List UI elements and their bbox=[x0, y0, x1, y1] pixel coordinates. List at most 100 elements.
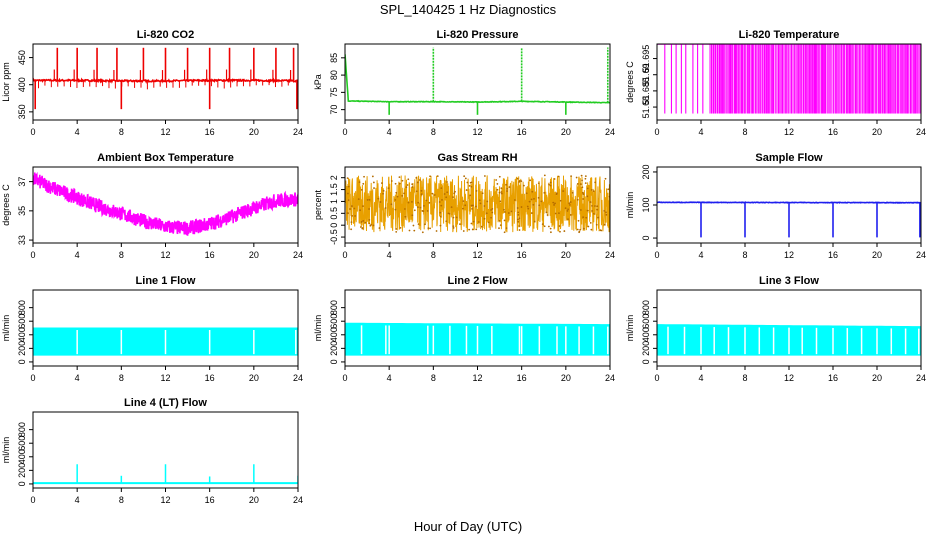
data-point bbox=[581, 179, 583, 182]
y-tick-label: 200 bbox=[17, 463, 27, 478]
y-tick-label: 800 bbox=[641, 300, 651, 315]
x-tick-label: 20 bbox=[561, 127, 571, 137]
data-point bbox=[596, 205, 599, 208]
data-point bbox=[354, 215, 356, 217]
data-point bbox=[537, 196, 540, 199]
data-point bbox=[362, 205, 364, 208]
data-point bbox=[359, 209, 361, 212]
data-point bbox=[353, 207, 356, 210]
data-point bbox=[439, 224, 442, 227]
data-point bbox=[351, 214, 354, 217]
data-point bbox=[486, 200, 489, 203]
data-point bbox=[543, 225, 546, 228]
x-tick-label: 16 bbox=[517, 373, 527, 383]
data-point bbox=[483, 175, 486, 177]
y-axis-label: ml/min bbox=[625, 192, 635, 219]
data-point bbox=[483, 217, 486, 220]
data-point bbox=[579, 228, 582, 231]
y-axis-label: ml/min bbox=[313, 315, 323, 342]
data-point bbox=[594, 205, 596, 207]
data-point bbox=[505, 227, 508, 230]
data-point bbox=[516, 177, 519, 180]
data-point bbox=[459, 223, 461, 226]
data-point bbox=[586, 195, 589, 198]
data-point bbox=[517, 213, 520, 216]
data-point bbox=[545, 211, 548, 214]
data-point bbox=[446, 181, 448, 183]
data-point bbox=[387, 187, 390, 190]
data-point bbox=[371, 175, 374, 178]
data-point bbox=[575, 176, 578, 179]
data-point bbox=[372, 181, 375, 184]
y-tick-label: 2 bbox=[329, 175, 339, 180]
x-tick-label: 12 bbox=[784, 373, 794, 383]
data-point bbox=[378, 227, 381, 229]
plot-area bbox=[657, 44, 921, 114]
data-point bbox=[441, 199, 443, 201]
data-point bbox=[568, 203, 571, 206]
data-point bbox=[381, 182, 383, 184]
y-axis-label: ml/min bbox=[625, 315, 635, 342]
data-point bbox=[368, 208, 370, 210]
data-point bbox=[470, 222, 473, 225]
data-point bbox=[407, 178, 410, 181]
series-line bbox=[345, 54, 610, 104]
data-point bbox=[500, 187, 503, 190]
y-axis-label: Licor ppm bbox=[1, 62, 11, 102]
plot-area bbox=[657, 201, 921, 238]
data-point bbox=[368, 222, 371, 225]
x-tick-label: 4 bbox=[698, 127, 703, 137]
data-point bbox=[454, 190, 456, 193]
plot-area bbox=[33, 327, 298, 356]
data-point bbox=[503, 219, 506, 222]
x-tick-label: 8 bbox=[431, 250, 436, 260]
data-point bbox=[466, 181, 469, 184]
x-tick-label: 20 bbox=[872, 250, 882, 260]
x-tick-label: 12 bbox=[160, 127, 170, 137]
data-point bbox=[490, 216, 492, 219]
data-point bbox=[591, 210, 593, 212]
data-point bbox=[553, 178, 556, 180]
figure-title: SPL_140425 1 Hz Diagnostics bbox=[380, 2, 557, 17]
data-point bbox=[520, 206, 523, 208]
y-tick-label: 600 bbox=[641, 314, 651, 329]
data-point bbox=[394, 182, 397, 185]
data-point bbox=[417, 223, 420, 226]
y-tick-label: 400 bbox=[17, 77, 27, 92]
data-point bbox=[478, 199, 481, 202]
data-point bbox=[396, 195, 399, 198]
data-point bbox=[439, 211, 442, 214]
data-point bbox=[462, 230, 465, 232]
data-point bbox=[496, 188, 499, 191]
data-point bbox=[390, 203, 393, 206]
data-point bbox=[516, 218, 519, 221]
data-point bbox=[406, 184, 409, 186]
data-point bbox=[401, 194, 404, 197]
data-point bbox=[532, 203, 535, 206]
panel-title: Li-820 CO2 bbox=[137, 29, 194, 41]
data-point bbox=[429, 175, 431, 178]
data-point bbox=[382, 192, 385, 195]
panel-title: Gas Stream RH bbox=[437, 152, 517, 164]
series-line bbox=[345, 175, 610, 233]
series-line bbox=[33, 171, 298, 236]
data-point bbox=[417, 201, 420, 204]
data-point bbox=[592, 190, 595, 192]
data-point bbox=[347, 199, 350, 202]
y-axis-label: degrees C bbox=[1, 184, 11, 226]
data-point bbox=[360, 188, 363, 191]
data-point bbox=[350, 228, 353, 231]
panel-title: Line 1 Flow bbox=[136, 275, 196, 287]
y-tick-label: 85 bbox=[329, 53, 339, 63]
panel-title: Line 2 Flow bbox=[448, 275, 508, 287]
data-point bbox=[491, 208, 494, 210]
data-point bbox=[440, 204, 443, 207]
x-tick-label: 24 bbox=[293, 373, 303, 383]
data-point bbox=[498, 227, 500, 230]
data-point bbox=[518, 229, 521, 231]
y-tick-label: 800 bbox=[329, 300, 339, 315]
data-point bbox=[586, 187, 589, 190]
data-point bbox=[577, 219, 580, 222]
y-tick-label: 200 bbox=[641, 164, 651, 179]
